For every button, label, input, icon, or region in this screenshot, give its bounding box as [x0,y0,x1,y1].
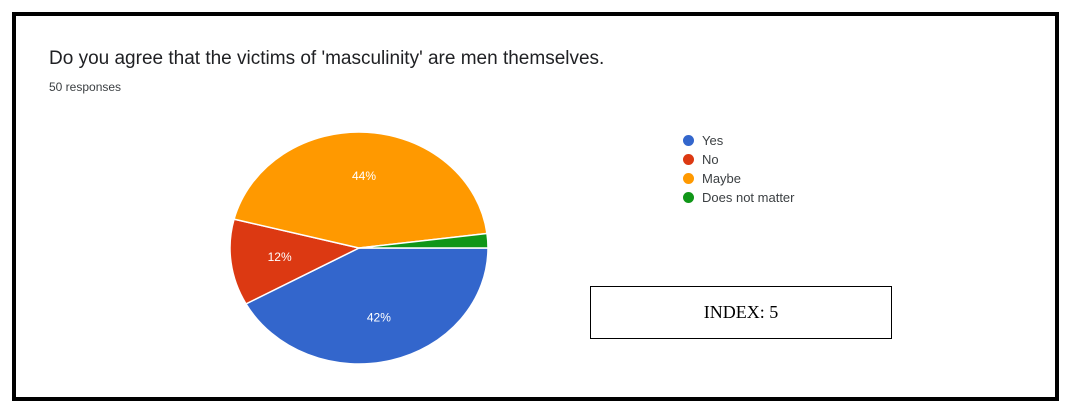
legend-swatch-maybe [683,173,694,184]
pie-slice-no [229,218,362,305]
pie-slice-maybe [233,131,488,249]
response-count: 50 responses [49,80,122,94]
legend-label-yes: Yes [702,133,724,148]
legend-swatch-no [683,154,694,165]
question-title: Do you agree that the victims of 'mascul… [49,48,605,69]
chart-frame [12,12,1059,401]
legend-item-maybe: Maybe [683,169,795,188]
pie-label-no: 12% [268,250,292,264]
pie-slice-does-not-matter [358,232,489,249]
pie-chart: 42% 12% 44% [229,131,489,365]
pie-slice-yes [244,247,489,365]
legend-item-no: No [683,150,795,169]
legend-swatch-does-not-matter [683,192,694,203]
legend-item-does-not-matter: Does not matter [683,188,795,207]
legend-swatch-yes [683,135,694,146]
legend: Yes No Maybe Does not matter [683,131,795,207]
pie-label-maybe: 44% [352,169,376,183]
legend-label-maybe: Maybe [702,171,742,186]
legend-item-yes: Yes [683,131,795,150]
pie-label-yes: 42% [367,311,391,325]
legend-label-does-not-matter: Does not matter [702,190,795,205]
index-label: INDEX: 5 [590,286,892,339]
legend-label-no: No [702,152,719,167]
